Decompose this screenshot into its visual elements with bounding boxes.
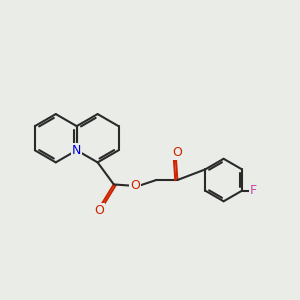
Text: O: O (130, 179, 140, 192)
Text: F: F (250, 184, 257, 197)
Text: O: O (94, 204, 104, 217)
Text: O: O (172, 146, 182, 159)
Text: N: N (72, 144, 81, 157)
